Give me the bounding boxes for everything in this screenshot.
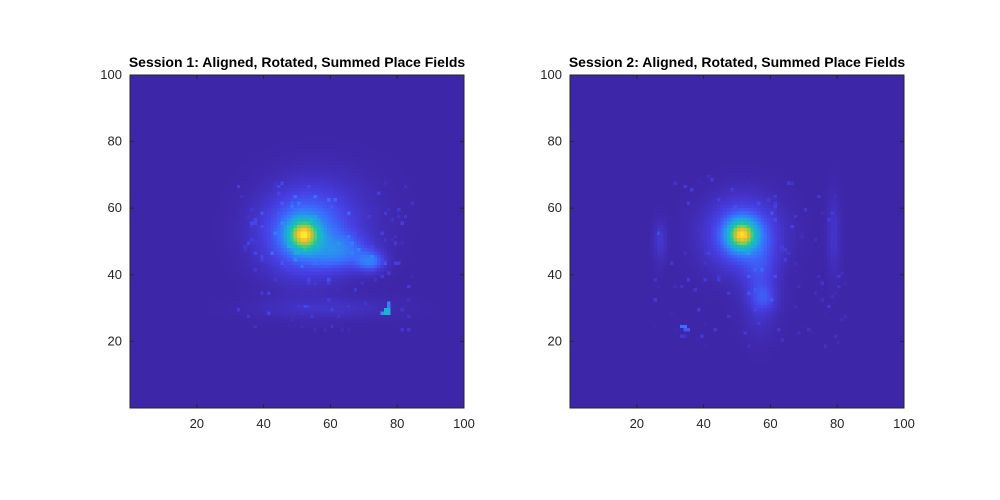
x-tick-label: 100 [453,416,475,431]
axes-frame [569,74,905,409]
y-tick-label: 60 [108,200,122,215]
y-tick-label: 80 [108,134,122,149]
x-tick-label: 40 [696,416,710,431]
heatmap-session-2: Session 2: Aligned, Rotated, Summed Plac… [540,54,915,431]
y-tick-label: 60 [548,200,562,215]
x-tick-label: 80 [830,416,844,431]
heatmap-image [130,75,464,408]
y-tick-label: 100 [100,67,122,82]
y-tick-label: 40 [548,267,562,282]
x-tick-label: 100 [893,416,915,431]
y-tick-label: 100 [540,67,562,82]
x-tick-label: 80 [390,416,404,431]
x-tick-label: 60 [763,416,777,431]
y-tick-label: 40 [108,267,122,282]
y-tick-label: 20 [548,333,562,348]
y-tick-label: 20 [108,333,122,348]
x-tick-label: 20 [190,416,204,431]
axes-frame [129,74,465,409]
x-tick-label: 20 [630,416,644,431]
heatmap-image [570,75,904,408]
y-tick-label: 80 [548,134,562,149]
heatmap-session-1: Session 1: Aligned, Rotated, Summed Plac… [100,54,475,431]
x-tick-label: 60 [323,416,337,431]
chart-title: Session 1: Aligned, Rotated, Summed Plac… [129,54,466,70]
chart-title: Session 2: Aligned, Rotated, Summed Plac… [569,54,906,70]
x-tick-label: 40 [256,416,270,431]
